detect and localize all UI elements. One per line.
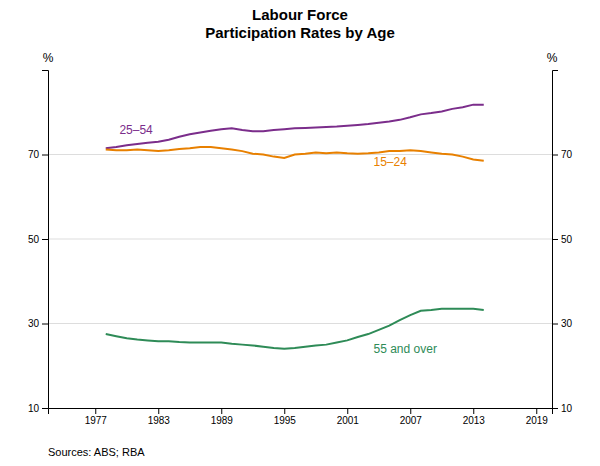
tick: 70 [28, 149, 48, 160]
tick-label: 70 [561, 149, 573, 160]
tick: 50 [552, 234, 573, 245]
source-note: Sources: ABS; RBA [48, 446, 145, 458]
tick: 1977 [85, 408, 108, 426]
series-line [106, 105, 484, 149]
grid-line [48, 239, 552, 240]
annotation: 15–24 [374, 155, 408, 169]
tick-mark [473, 408, 474, 414]
tick-label: 2019 [526, 415, 549, 426]
tick: 1989 [211, 408, 234, 426]
tick-label: 2001 [337, 415, 360, 426]
tick-mark [347, 408, 348, 414]
tick-label: 50 [28, 234, 40, 245]
tick-label: 10 [28, 403, 40, 414]
tick-label: 30 [561, 318, 573, 329]
chart: 1977 1983 1989 1995 2001 2007 2013 2019 10 30 50 70… [0, 0, 600, 466]
tick-label: 1995 [274, 415, 297, 426]
tick: 10 [552, 403, 573, 414]
tick-label: 2013 [463, 415, 486, 426]
series-line [106, 147, 484, 161]
tick-label: 50 [561, 234, 573, 245]
tick-mark [42, 324, 48, 325]
tick-mark [221, 408, 222, 414]
tick-label: 10 [561, 403, 573, 414]
tick: 2001 [337, 408, 360, 426]
plot-area: 1977 1983 1989 1995 2001 2007 2013 2019 10 30 50 70… [28, 51, 573, 426]
tick-mark [42, 155, 48, 156]
axis-line [553, 71, 559, 409]
title: Labour ForceParticipation Rates by Age [205, 6, 395, 41]
tick-mark [552, 408, 558, 409]
tick-mark [284, 408, 285, 414]
tick-mark [552, 239, 558, 240]
tick: 70 [552, 149, 573, 160]
tick-label: 30 [28, 318, 40, 329]
tick-mark [42, 408, 48, 409]
tick-mark [552, 324, 558, 325]
y2-axis-label: % [547, 51, 558, 65]
axis-line [49, 409, 553, 415]
grid [48, 155, 552, 324]
axis-line [42, 71, 49, 409]
tick-label: 1977 [85, 415, 108, 426]
tick: 1983 [148, 408, 171, 426]
tick-label: 1989 [211, 415, 234, 426]
tick: 30 [552, 318, 573, 329]
tick-label: 70 [28, 149, 40, 160]
tick: 1995 [274, 408, 297, 426]
annotations: 25–54 15–24 55 and over [119, 123, 436, 356]
grid-line [48, 323, 552, 324]
tick-mark [410, 408, 411, 414]
x-axis: 1977 1983 1989 1995 2001 2007 2013 2019 [49, 408, 553, 426]
tick-mark [95, 408, 96, 414]
tick-mark [552, 155, 558, 156]
annotation: 25–54 [119, 123, 153, 137]
y-axis-label: % [43, 51, 54, 65]
tick-label: 1983 [148, 415, 171, 426]
tick-mark [536, 408, 537, 414]
annotation: 55 and over [374, 342, 437, 356]
tick-label: 2007 [400, 415, 423, 426]
tick-mark [42, 239, 48, 240]
tick: 10 [28, 403, 48, 414]
y-axis: 10 30 50 70 [28, 71, 49, 414]
tick: 2007 [400, 408, 423, 426]
y2-axis: 10 30 50 70 [552, 71, 573, 414]
tick: 30 [28, 318, 48, 329]
tick: 2019 [526, 408, 549, 426]
lines [106, 105, 484, 349]
tick: 2013 [463, 408, 486, 426]
tick: 50 [28, 234, 48, 245]
tick-mark [158, 408, 159, 414]
